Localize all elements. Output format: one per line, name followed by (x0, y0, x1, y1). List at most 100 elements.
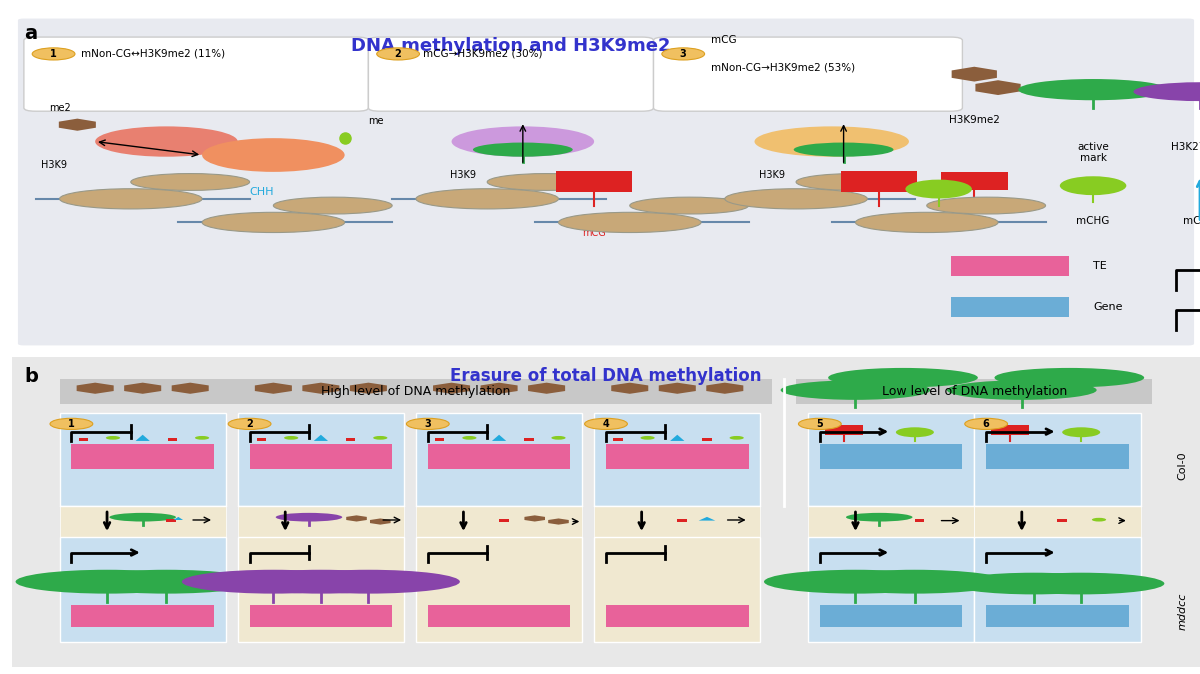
Ellipse shape (487, 173, 606, 190)
Polygon shape (698, 517, 715, 520)
Polygon shape (528, 383, 565, 394)
Circle shape (641, 436, 655, 439)
Bar (914, 519, 924, 522)
Bar (499, 519, 509, 522)
Bar (974, 413, 1141, 506)
Polygon shape (59, 119, 96, 131)
Text: mCG: mCG (961, 216, 988, 226)
Polygon shape (433, 383, 470, 394)
Circle shape (1060, 177, 1127, 195)
Bar (72, 444, 214, 469)
Bar (428, 605, 570, 627)
Polygon shape (302, 383, 340, 394)
Circle shape (377, 48, 420, 60)
Ellipse shape (109, 513, 176, 522)
Circle shape (194, 436, 209, 439)
Polygon shape (480, 383, 517, 394)
Bar (613, 438, 623, 441)
Circle shape (407, 419, 449, 429)
Bar (238, 413, 404, 506)
Ellipse shape (95, 127, 238, 156)
Bar (594, 413, 761, 506)
Bar (428, 444, 570, 469)
Bar (346, 438, 355, 441)
Text: 5: 5 (816, 419, 823, 429)
Text: H3K9: H3K9 (450, 171, 476, 180)
Text: mNon-CG↔H3K9me2 (11%): mNon-CG↔H3K9me2 (11%) (80, 49, 226, 59)
Ellipse shape (781, 380, 930, 400)
Ellipse shape (630, 197, 749, 214)
Text: b: b (24, 367, 37, 386)
Bar (594, 537, 761, 642)
Bar (250, 605, 392, 627)
Circle shape (730, 436, 744, 439)
Text: me2: me2 (49, 103, 71, 113)
Ellipse shape (473, 142, 572, 156)
Bar (808, 413, 974, 506)
Bar (238, 506, 404, 537)
Bar (702, 438, 712, 441)
Text: H3K9me2: H3K9me2 (949, 115, 1000, 125)
Ellipse shape (926, 197, 1045, 214)
Text: mCHG: mCHG (1076, 216, 1110, 226)
Bar (986, 605, 1129, 627)
Ellipse shape (998, 573, 1164, 594)
Ellipse shape (755, 127, 908, 156)
Ellipse shape (277, 570, 460, 594)
Circle shape (896, 427, 934, 437)
Polygon shape (350, 383, 386, 394)
Polygon shape (524, 516, 545, 522)
Bar (416, 537, 582, 642)
Bar (416, 506, 582, 537)
Bar (60, 537, 226, 642)
Ellipse shape (796, 173, 914, 190)
Ellipse shape (947, 380, 1097, 400)
Text: a: a (24, 24, 37, 42)
Circle shape (662, 48, 704, 60)
Text: mCHH: mCHH (1183, 216, 1200, 226)
Text: 2: 2 (395, 49, 402, 59)
Text: me: me (368, 117, 384, 126)
Circle shape (228, 419, 271, 429)
Bar (167, 519, 176, 522)
Circle shape (32, 48, 74, 60)
Bar (606, 444, 749, 469)
Text: active
mark: active mark (1078, 142, 1109, 163)
Bar (841, 171, 917, 192)
Bar (820, 444, 962, 469)
Ellipse shape (416, 189, 558, 209)
Ellipse shape (828, 368, 978, 388)
Circle shape (462, 436, 476, 439)
Polygon shape (707, 383, 743, 394)
Polygon shape (136, 435, 150, 441)
Circle shape (965, 419, 1008, 429)
Ellipse shape (229, 570, 413, 594)
Text: 6: 6 (983, 419, 990, 429)
Bar (556, 171, 632, 192)
Text: Gene: Gene (1093, 302, 1122, 311)
Polygon shape (952, 67, 997, 82)
FancyBboxPatch shape (24, 37, 368, 111)
Text: H3K9: H3K9 (760, 171, 785, 180)
Bar (820, 605, 962, 627)
Text: CMT3
CMT2: CMT3 CMT2 (260, 146, 287, 164)
Polygon shape (124, 383, 161, 394)
Polygon shape (172, 383, 209, 394)
FancyBboxPatch shape (368, 37, 654, 111)
Bar (991, 425, 1028, 435)
Ellipse shape (74, 570, 258, 594)
Text: mddcc: mddcc (1177, 592, 1187, 630)
Bar (796, 379, 1152, 404)
Ellipse shape (202, 138, 344, 172)
Circle shape (905, 180, 972, 198)
Ellipse shape (725, 189, 868, 209)
Polygon shape (492, 435, 506, 441)
Polygon shape (347, 516, 367, 522)
Ellipse shape (131, 173, 250, 190)
Text: Erasure of total DNA methylation: Erasure of total DNA methylation (450, 367, 762, 385)
Text: mCG: mCG (582, 228, 606, 237)
Ellipse shape (451, 127, 594, 156)
Circle shape (373, 436, 388, 439)
Bar (974, 537, 1141, 642)
Ellipse shape (856, 212, 998, 233)
